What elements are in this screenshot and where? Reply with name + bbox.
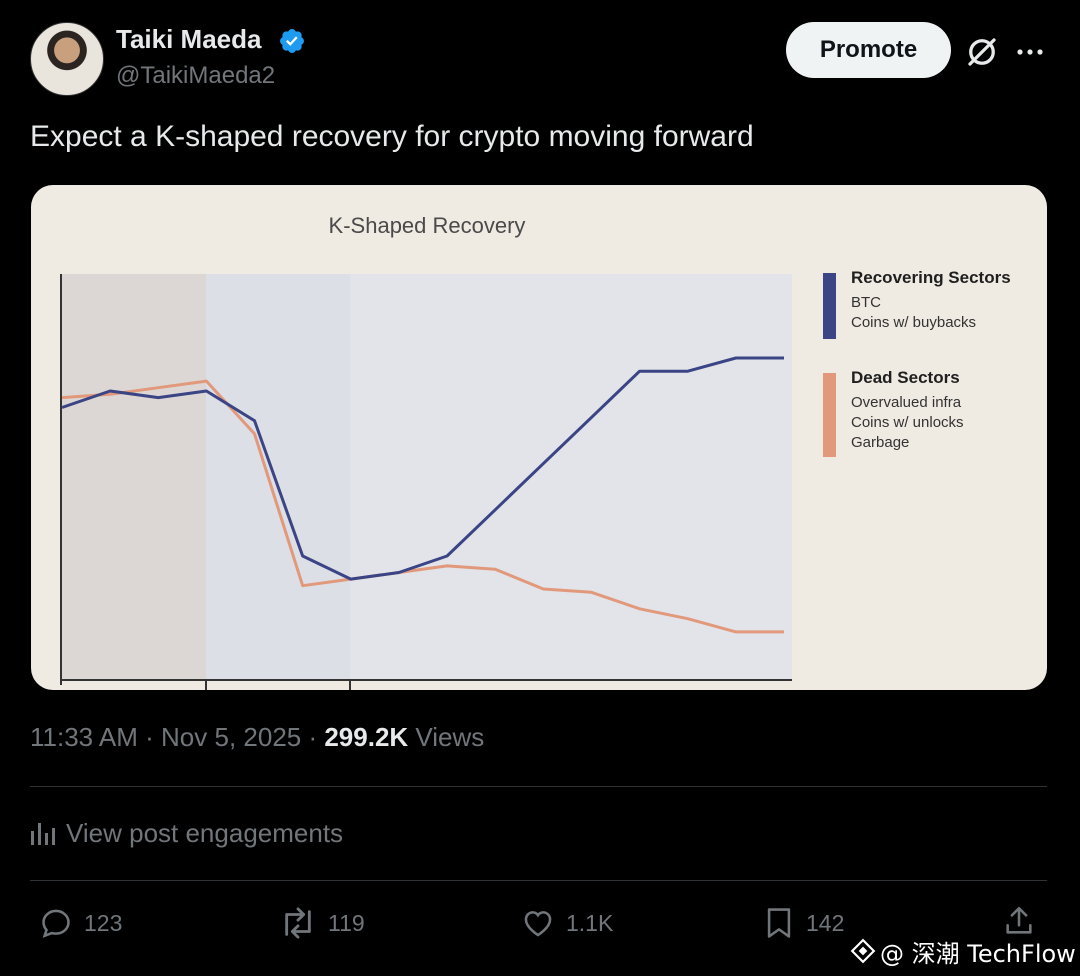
watermark-text: @ 深潮 TechFlow (880, 939, 1076, 968)
legend-item: Coins w/ unlocks (851, 414, 964, 431)
tweet-text: Expect a K-shaped recovery for crypto mo… (30, 120, 754, 153)
heart-icon (524, 911, 552, 937)
legend-swatch (823, 373, 836, 457)
reply-button[interactable]: 123 (38, 903, 122, 943)
analytics-icon (31, 823, 55, 845)
legend-item: Overvalued infra (851, 394, 962, 411)
reply-count: 123 (84, 909, 123, 936)
series-line-recovering-sectors (61, 356, 784, 581)
chart-legend: Recovering Sectors BTC Coins w/ buybacks De… (823, 268, 1011, 457)
chart-shade-phase-2 (206, 274, 350, 680)
promote-button[interactable]: Promote (786, 22, 951, 78)
legend-item: BTC (851, 294, 881, 311)
author-name[interactable]: Taiki Maeda (116, 24, 262, 54)
diamond-logo-icon (850, 938, 876, 964)
reply-icon (42, 909, 70, 938)
legend-item: Garbage (851, 434, 909, 451)
author-handle[interactable]: @TaikiMaeda2 (116, 62, 276, 89)
repost-icon (285, 907, 311, 939)
more-icon[interactable] (1014, 38, 1046, 66)
avatar[interactable] (30, 22, 104, 96)
repost-count: 119 (328, 909, 365, 936)
view-engagements-link[interactable]: View post engagements (30, 815, 343, 851)
repost-button[interactable]: 119 (278, 903, 365, 943)
tweet-media-chart[interactable]: K-Shaped Recovery Recovering Sectors BTC C… (31, 185, 1047, 690)
bookmark-count: 142 (806, 909, 845, 936)
legend-swatch (823, 273, 836, 339)
divider (30, 880, 1047, 881)
chart-title: K-Shaped Recovery (329, 213, 526, 238)
verified-badge-icon (280, 29, 304, 53)
legend-title: Dead Sectors (851, 368, 960, 387)
like-count: 1.1K (566, 909, 614, 936)
views-count: 299.2K (324, 722, 409, 752)
post-timestamp[interactable]: 11:33 AM · Nov 5, 2025 · (30, 722, 325, 752)
divider (30, 786, 1047, 787)
views-label: Views (408, 722, 485, 752)
like-button[interactable]: 1.1K (520, 903, 613, 943)
k-shaped-chart: K-Shaped Recovery Recovering Sectors BTC C… (60, 213, 1011, 690)
watermark: @ 深潮 TechFlow (850, 934, 1076, 968)
post-meta: 11:33 AM · Nov 5, 2025 · 299.2K Views (30, 722, 484, 753)
legend-item: Coins w/ buybacks (851, 314, 976, 331)
series-line-dead-sectors (61, 379, 784, 634)
view-engagements-label: View post engagements (66, 817, 344, 848)
chart-shade-phase-1 (61, 274, 206, 680)
bookmark-button[interactable]: 142 (762, 903, 844, 943)
chart-shade-phase-3 (350, 274, 792, 680)
grok-icon[interactable] (964, 34, 1000, 70)
legend-title: Recovering Sectors (851, 268, 1011, 287)
bookmark-icon (767, 908, 791, 938)
share-icon[interactable] (1002, 904, 1036, 938)
